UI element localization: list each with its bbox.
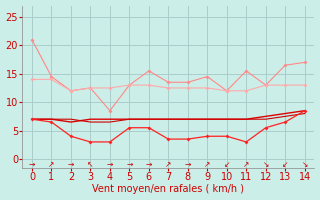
Text: ↗: ↗ [204, 160, 211, 169]
Text: →: → [29, 160, 35, 169]
Text: →: → [185, 160, 191, 169]
Text: ↙: ↙ [224, 160, 230, 169]
Text: →: → [126, 160, 132, 169]
Text: ↙: ↙ [282, 160, 288, 169]
X-axis label: Vent moyen/en rafales ( km/h ): Vent moyen/en rafales ( km/h ) [92, 184, 244, 194]
Text: ↘: ↘ [262, 160, 269, 169]
Text: →: → [146, 160, 152, 169]
Text: ↘: ↘ [301, 160, 308, 169]
Text: ↗: ↗ [165, 160, 172, 169]
Text: ↗: ↗ [243, 160, 250, 169]
Text: →: → [107, 160, 113, 169]
Text: →: → [68, 160, 74, 169]
Text: ↗: ↗ [48, 160, 55, 169]
Text: ↖: ↖ [87, 160, 93, 169]
